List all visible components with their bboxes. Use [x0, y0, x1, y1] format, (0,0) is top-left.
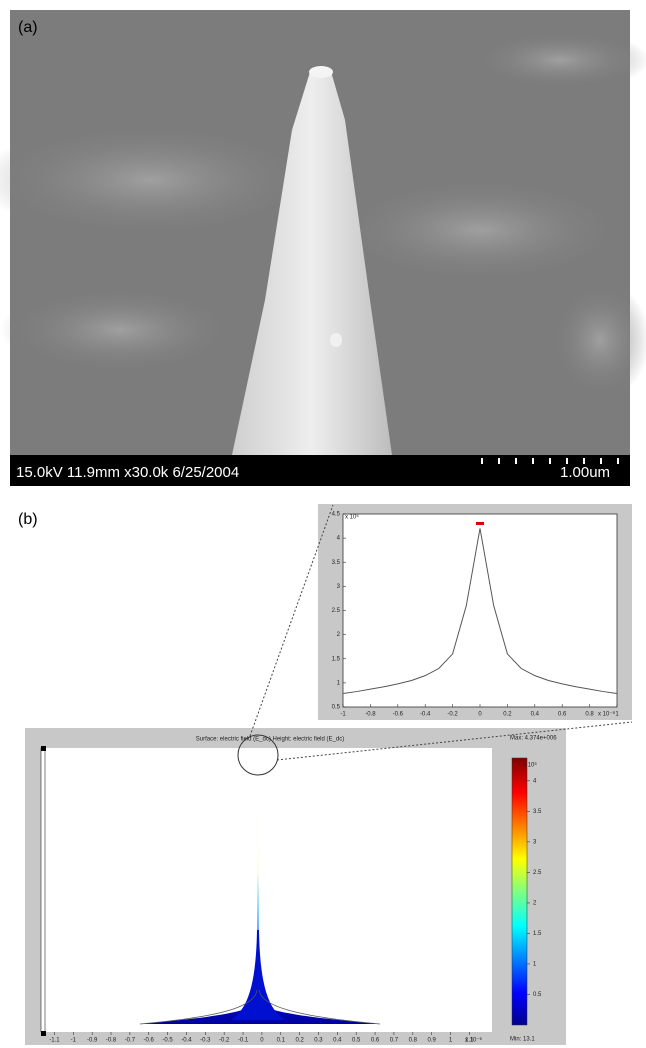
inset-plot	[318, 504, 632, 720]
y-tick-label: 1.5	[332, 656, 341, 662]
x-tick-label: 0.3	[314, 1038, 323, 1044]
x-tick-label: -0.2	[447, 712, 458, 718]
y-tick-label: 2.5	[332, 608, 341, 614]
panel-label: (b)	[18, 511, 38, 528]
x-tick-label: -0.3	[200, 1038, 211, 1044]
sem-image	[0, 10, 646, 486]
colorbar-tick-label: 1.5	[533, 931, 542, 937]
colorbar-tick-label: 2.5	[533, 870, 542, 876]
x-tick-label: 0.1	[277, 1038, 286, 1044]
sem-info: 15.0kV 11.9mm x30.0k 6/25/2004	[16, 464, 239, 481]
x-tick-label: -1	[71, 1038, 77, 1044]
plot-title: Surface: electric field (E_dc) Height: e…	[196, 737, 344, 743]
x-tick-label: 0.6	[371, 1038, 380, 1044]
y-exponent: x 10⁶	[345, 514, 359, 521]
x-tick-label: -1	[340, 712, 346, 718]
x-tick-label: 0.8	[585, 712, 594, 718]
max-marker	[476, 522, 484, 525]
y-tick-label: 3.5	[332, 560, 341, 566]
y-tick-label: 4.5	[332, 512, 341, 518]
x-tick-label: -0.7	[125, 1038, 136, 1044]
x-exponent: x 10⁻⁸	[598, 711, 616, 718]
panel-label: (a)	[18, 19, 38, 36]
x-tick-label: 0.9	[427, 1038, 436, 1044]
x-tick-label: 0.8	[409, 1038, 418, 1044]
x-tick-label: -0.8	[106, 1038, 117, 1044]
x-tick-label: -0.8	[365, 712, 376, 718]
max-label: Max: 4.374e+006	[510, 736, 557, 742]
scale-label: 1.00um	[560, 464, 610, 481]
x-tick-label: 1.1	[465, 1038, 474, 1044]
x-tick-label: -0.4	[420, 712, 431, 718]
x-tick-label: 0.5	[352, 1038, 361, 1044]
x-tick-label: -0.4	[181, 1038, 192, 1044]
x-tick-label: 0.2	[503, 712, 512, 718]
x-tick-label: -1.1	[49, 1038, 60, 1044]
main-plot	[25, 728, 566, 1045]
x-tick-label: 0.2	[295, 1038, 304, 1044]
x-tick-label: 0.7	[390, 1038, 399, 1044]
y-tick-label: 0.5	[332, 705, 341, 711]
x-tick-label: 0.6	[558, 712, 567, 718]
x-tick-label: -0.2	[219, 1038, 230, 1044]
x-tick-label: -0.1	[238, 1038, 249, 1044]
x-tick-label: -0.6	[393, 712, 404, 718]
colorbar-exponent: x 10⁶	[523, 762, 537, 769]
x-tick-label: -0.5	[162, 1038, 173, 1044]
min-label: Min: 13.1	[510, 1037, 535, 1043]
x-tick-label: 0.4	[531, 712, 540, 718]
figure: (a) 15.0kV 11.9mm x30.0k 6/25/2004 1.00u…	[0, 0, 646, 1048]
colorbar-tick-label: 0.5	[533, 992, 542, 998]
x-tick-label: 0.4	[333, 1038, 342, 1044]
x-tick-label: -0.6	[144, 1038, 155, 1044]
colorbar-tick-label: 3.5	[533, 809, 542, 815]
x-tick-label: -0.9	[87, 1038, 98, 1044]
